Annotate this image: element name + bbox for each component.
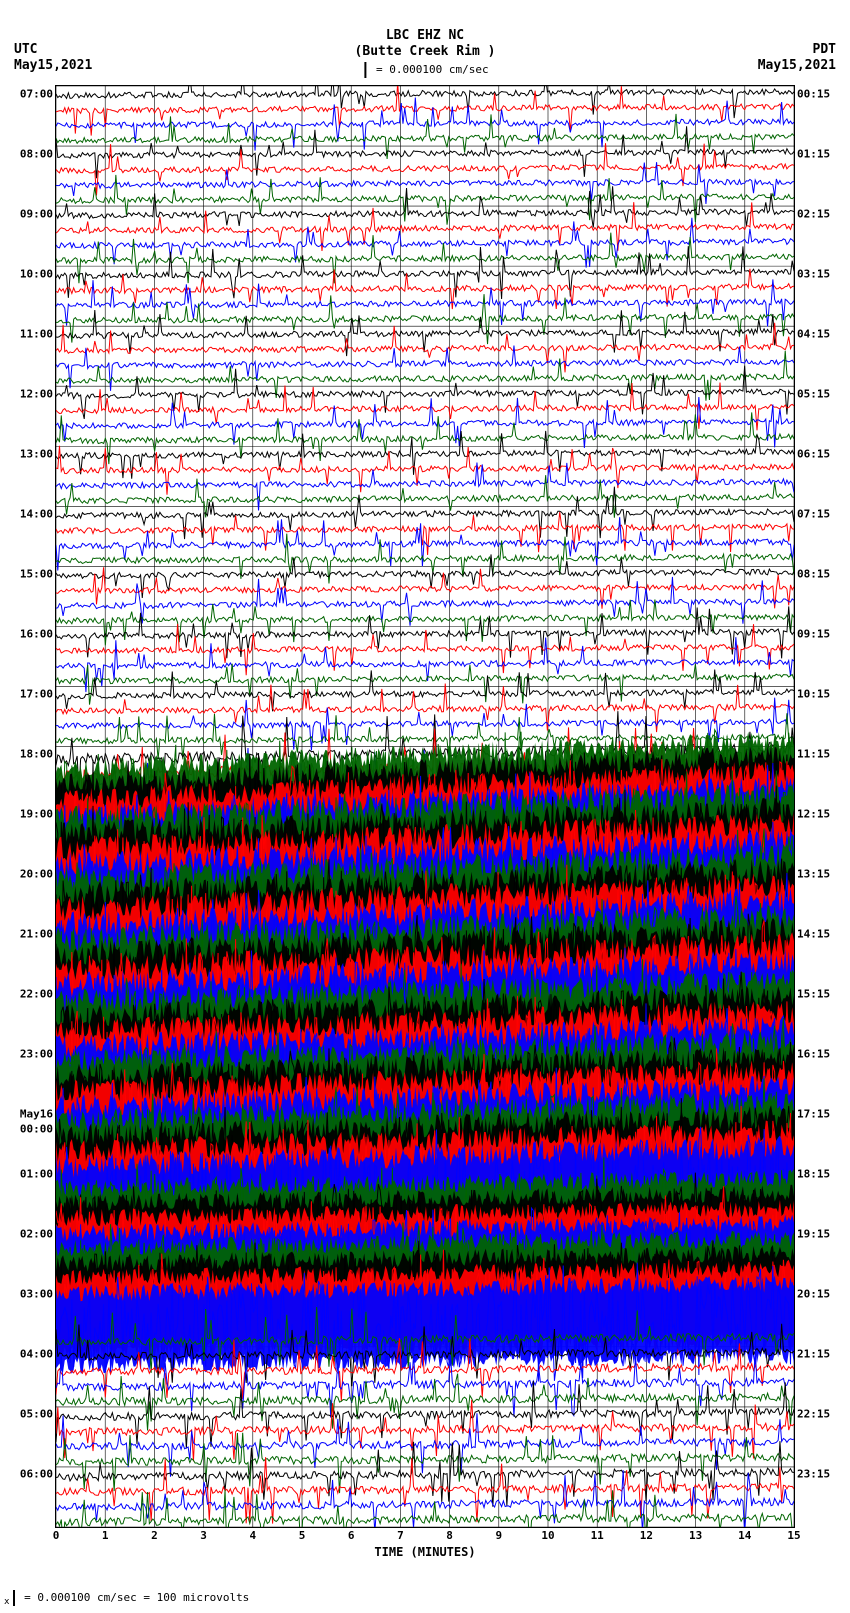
y-label-right: 04:15 [797, 327, 830, 340]
helicorder-plot [56, 86, 794, 1527]
y-label-left: 17:00 [20, 687, 53, 700]
station-name: (Butte Creek Rim ) [355, 44, 496, 59]
x-tick-label: 10 [541, 1529, 554, 1542]
y-label-left: 06:00 [20, 1468, 53, 1481]
y-label-left: 01:00 [20, 1168, 53, 1181]
x-tick-label: 0 [53, 1529, 60, 1542]
y-label-right: 12:15 [797, 808, 830, 821]
y-label-left: 18:00 [20, 747, 53, 760]
y-label-right: 03:15 [797, 267, 830, 280]
y-label-left: 09:00 [20, 207, 53, 220]
y-label-right: 01:15 [797, 147, 830, 160]
x-tick-label: 4 [249, 1529, 256, 1542]
y-label-right: 18:15 [797, 1168, 830, 1181]
y-label-right: 15:15 [797, 988, 830, 1001]
x-tick-label: 1 [102, 1529, 109, 1542]
y-label-left: 07:00 [20, 87, 53, 100]
y-label-left: 11:00 [20, 327, 53, 340]
y-label-left: 23:00 [20, 1048, 53, 1061]
y-label-right: 23:15 [797, 1468, 830, 1481]
x-tick-label: 8 [446, 1529, 453, 1542]
y-label-left: 05:00 [20, 1408, 53, 1421]
y-label-right: 17:15 [797, 1108, 830, 1121]
y-label-right: 13:15 [797, 868, 830, 881]
y-label-right: 08:15 [797, 567, 830, 580]
y-label-right: 22:15 [797, 1408, 830, 1421]
x-tick-label: 12 [640, 1529, 653, 1542]
x-tick-label: 7 [397, 1529, 404, 1542]
y-label-left: 19:00 [20, 808, 53, 821]
plot-area: TIME (MINUTES) 07:0008:0009:0010:0011:00… [55, 85, 795, 1528]
date-left: May15,2021 [14, 58, 92, 73]
scale-indicator: = 0.000100 cm/sec [361, 62, 488, 78]
traces [56, 86, 794, 1527]
scale-bar-icon [364, 62, 366, 78]
y-label-left: 16:00 [20, 627, 53, 640]
x-tick-label: 2 [151, 1529, 158, 1542]
y-label-right: 14:15 [797, 928, 830, 941]
x-tick-label: 3 [200, 1529, 207, 1542]
y-label-right: 02:15 [797, 207, 830, 220]
header: LBC EHZ NC (Butte Creek Rim ) = 0.000100… [0, 0, 850, 80]
y-label-right: 07:15 [797, 507, 830, 520]
y-label-left: 14:00 [20, 507, 53, 520]
y-label-left: 12:00 [20, 387, 53, 400]
x-tick-label: 13 [689, 1529, 702, 1542]
x-tick-label: 6 [348, 1529, 355, 1542]
y-label-left: 20:00 [20, 868, 53, 881]
y-label-right: 09:15 [797, 627, 830, 640]
scale-text: = 0.000100 cm/sec [376, 63, 489, 76]
timezone-right: PDT [813, 42, 836, 57]
y-label-left: May16 [20, 1108, 53, 1121]
y-label-right: 00:15 [797, 87, 830, 100]
y-label-right: 19:15 [797, 1228, 830, 1241]
y-label-right: 10:15 [797, 687, 830, 700]
footer-note: x = 0.000100 cm/sec = 100 microvolts [4, 1590, 249, 1607]
x-tick-label: 15 [787, 1529, 800, 1542]
y-label-left: 15:00 [20, 567, 53, 580]
y-label-left: 10:00 [20, 267, 53, 280]
y-label-right: 16:15 [797, 1048, 830, 1061]
y-label-right: 11:15 [797, 747, 830, 760]
x-tick-label: 11 [591, 1529, 604, 1542]
y-label-left: 04:00 [20, 1348, 53, 1361]
y-label-left: 00:00 [20, 1123, 53, 1136]
footer-text: = 0.000100 cm/sec = 100 microvolts [24, 1591, 249, 1604]
y-label-right: 06:15 [797, 447, 830, 460]
y-label-left: 08:00 [20, 147, 53, 160]
y-label-left: 03:00 [20, 1288, 53, 1301]
y-label-left: 21:00 [20, 928, 53, 941]
x-axis-title: TIME (MINUTES) [374, 1545, 475, 1559]
x-tick-label: 9 [495, 1529, 502, 1542]
station-code: LBC EHZ NC [386, 28, 464, 43]
scale-bar-icon [13, 1590, 15, 1606]
date-right: May15,2021 [758, 58, 836, 73]
x-tick-label: 14 [738, 1529, 751, 1542]
y-label-right: 05:15 [797, 387, 830, 400]
y-label-right: 20:15 [797, 1288, 830, 1301]
x-tick-label: 5 [299, 1529, 306, 1542]
y-label-left: 13:00 [20, 447, 53, 460]
helicorder-container: LBC EHZ NC (Butte Creek Rim ) = 0.000100… [0, 0, 850, 1613]
y-label-left: 22:00 [20, 988, 53, 1001]
y-label-right: 21:15 [797, 1348, 830, 1361]
timezone-left: UTC [14, 42, 37, 57]
y-label-left: 02:00 [20, 1228, 53, 1241]
